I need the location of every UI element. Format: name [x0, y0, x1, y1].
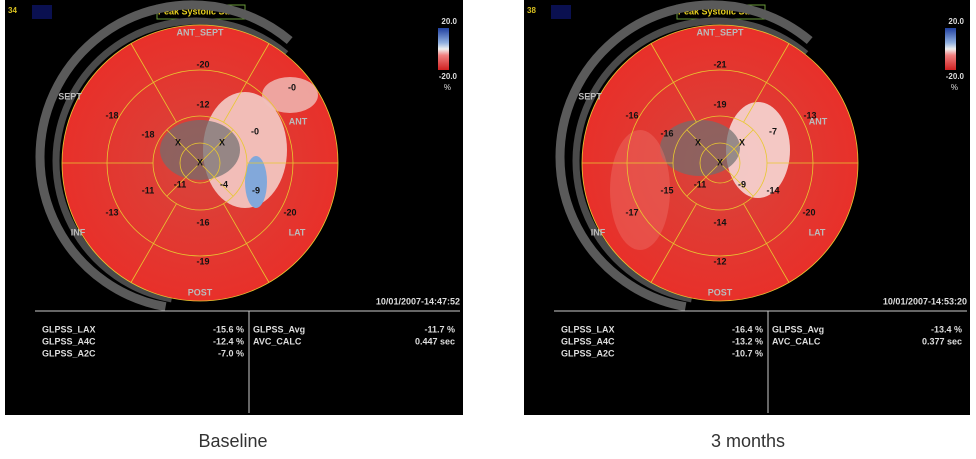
scale-bar — [438, 28, 449, 70]
stat-value: -7.0 % — [218, 348, 244, 358]
wall-label: LAT — [289, 227, 306, 237]
scale-max: 20.0 — [441, 17, 457, 26]
wall-label: ANT_SEPT — [176, 27, 224, 37]
scale-unit: % — [951, 83, 958, 92]
segment-value: -11 — [142, 185, 155, 195]
wall-label: ANT — [289, 116, 308, 126]
wall-label: ANT_SEPT — [696, 27, 744, 37]
stat-name: AVC_CALC — [772, 336, 821, 346]
frame-box — [32, 5, 52, 19]
stat-name: GLPSS_A4C — [42, 336, 96, 346]
frame-number: 34 — [8, 6, 17, 15]
segment-value: -9 — [252, 185, 260, 195]
wall-label: SEPT — [58, 91, 82, 101]
apex-mark: X — [219, 137, 225, 147]
scale-min: -20.0 — [946, 72, 965, 81]
frame-box — [551, 5, 571, 19]
strain-region — [245, 156, 267, 208]
segment-value: -18 — [105, 110, 118, 120]
stat-name: GLPSS_A4C — [561, 336, 615, 346]
stat-name: GLPSS_Avg — [772, 324, 824, 334]
segment-value: -0 — [251, 126, 259, 136]
stat-value: -15.6 % — [213, 324, 244, 334]
screenshot: 34Peak Systolic Strain20.0-20.0%-20-0-20… — [0, 0, 976, 459]
segment-value: -18 — [141, 129, 154, 139]
segment-value: -11 — [694, 179, 707, 189]
segment-value: -9 — [738, 179, 746, 189]
stat-name: GLPSS_LAX — [42, 324, 96, 334]
timestamp: 10/01/2007-14:53:20 — [883, 296, 967, 306]
wall-label: ANT — [809, 116, 828, 126]
wall-label: SEPT — [578, 91, 602, 101]
caption: 3 months — [711, 431, 785, 451]
segment-value: -16 — [196, 217, 209, 227]
segment-value: -20 — [802, 207, 815, 217]
stat-name: AVC_CALC — [253, 336, 302, 346]
apex-mark: X — [717, 157, 723, 167]
segment-value: -15 — [660, 185, 673, 195]
scale-max: 20.0 — [948, 17, 964, 26]
strain-region — [160, 120, 240, 180]
wall-label: INF — [71, 227, 86, 237]
stat-name: GLPSS_A2C — [561, 348, 615, 358]
scale-unit: % — [444, 83, 451, 92]
timestamp: 10/01/2007-14:47:52 — [376, 296, 460, 306]
caption: Baseline — [198, 431, 267, 451]
apex-mark: X — [175, 137, 181, 147]
stat-value: -13.4 % — [931, 324, 962, 334]
apex-mark: X — [695, 137, 701, 147]
segment-value: -7 — [769, 126, 777, 136]
segment-value: -19 — [196, 256, 209, 266]
apex-mark: X — [197, 157, 203, 167]
segment-value: -4 — [220, 179, 228, 189]
segment-value: -13 — [105, 207, 118, 217]
stat-value: -10.7 % — [732, 348, 763, 358]
stat-value: -16.4 % — [732, 324, 763, 334]
wall-label: POST — [188, 287, 213, 297]
wall-label: INF — [591, 227, 606, 237]
apex-mark: X — [739, 137, 745, 147]
segment-value: -21 — [713, 59, 726, 69]
segment-value: -14 — [713, 217, 726, 227]
segment-value: -20 — [283, 207, 296, 217]
stat-value: -12.4 % — [213, 336, 244, 346]
segment-value: -17 — [625, 207, 638, 217]
stat-name: GLPSS_Avg — [253, 324, 305, 334]
segment-value: -0 — [288, 82, 296, 92]
stat-value: -11.7 % — [424, 324, 455, 334]
stat-name: GLPSS_LAX — [561, 324, 615, 334]
segment-value: -19 — [713, 99, 726, 109]
segment-value: -14 — [766, 185, 779, 195]
segment-value: -11 — [174, 179, 187, 189]
segment-value: -12 — [196, 99, 209, 109]
stat-name: GLPSS_A2C — [42, 348, 96, 358]
stat-value: 0.377 sec — [922, 336, 962, 346]
segment-value: -20 — [196, 59, 209, 69]
stat-value: -13.2 % — [732, 336, 763, 346]
wall-label: LAT — [809, 227, 826, 237]
segment-value: -12 — [713, 256, 726, 266]
segment-value: -16 — [660, 128, 673, 138]
frame-number: 38 — [527, 6, 536, 15]
scale-min: -20.0 — [439, 72, 458, 81]
stat-value: 0.447 sec — [415, 336, 455, 346]
scale-bar — [945, 28, 956, 70]
wall-label: POST — [708, 287, 733, 297]
segment-value: -16 — [625, 110, 638, 120]
